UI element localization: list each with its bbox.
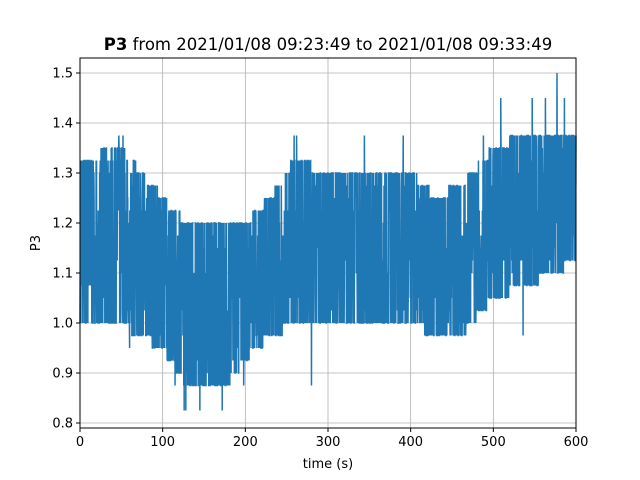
- chart-title-bold: P3: [104, 35, 128, 54]
- x-tick-label: 300: [316, 435, 341, 450]
- chart-title-rest: from 2021/01/08 09:23:49 to 2021/01/08 0…: [127, 35, 552, 54]
- x-tick-label: 200: [233, 435, 258, 450]
- x-axis-label: time (s): [303, 457, 353, 472]
- y-tick-label: 0.9: [52, 367, 73, 382]
- x-tick-label: 500: [481, 435, 506, 450]
- x-tick-label: 100: [150, 435, 175, 450]
- y-tick-label: 0.8: [52, 417, 73, 432]
- plot-area: [79, 72, 577, 411]
- y-tick-label: 1.2: [52, 217, 73, 232]
- x-axis: 0 100 200 300 400 500 600: [76, 428, 589, 450]
- series-line-p3: [79, 72, 577, 411]
- y-tick-label: 1.1: [52, 267, 73, 282]
- x-tick-label: 400: [398, 435, 423, 450]
- y-axis-label: P3: [29, 235, 44, 251]
- y-tick-label: 1.4: [52, 117, 73, 132]
- y-axis: 0.8 0.9 1.0 1.1 1.2 1.3 1.4 1.5: [52, 67, 80, 432]
- y-tick-label: 1.0: [52, 317, 73, 332]
- y-tick-label: 1.5: [52, 67, 73, 82]
- x-tick-label: 0: [76, 435, 84, 450]
- x-tick-label: 600: [564, 435, 589, 450]
- chart-title: P3 from 2021/01/08 09:23:49 to 2021/01/0…: [104, 35, 552, 54]
- y-tick-label: 1.3: [52, 167, 73, 182]
